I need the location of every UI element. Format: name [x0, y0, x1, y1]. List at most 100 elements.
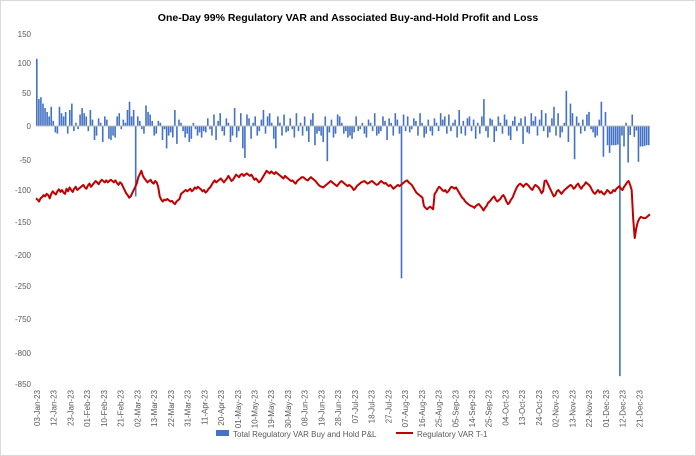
pnl-bar	[110, 126, 112, 141]
pnl-bar	[569, 103, 572, 126]
pnl-bar	[165, 126, 168, 149]
pnl-bar	[396, 119, 399, 126]
pnl-bar	[118, 113, 121, 126]
pnl-bar	[536, 126, 539, 136]
pnl-bar	[54, 126, 57, 133]
pnl-bar	[596, 126, 599, 136]
pnl-bar	[343, 126, 345, 134]
x-tick-label: 25-Aug-23	[435, 389, 444, 427]
pnl-bar	[299, 122, 302, 126]
pnl-bar	[415, 120, 417, 126]
pnl-bar	[266, 116, 269, 126]
pnl-bar	[303, 116, 306, 126]
pnl-bar	[97, 118, 100, 126]
x-tick-label: 23-Jan-23	[67, 389, 76, 426]
pnl-bar	[404, 126, 407, 132]
pnl-bar	[68, 110, 71, 126]
pnl-bar	[384, 120, 386, 126]
pnl-bar	[643, 126, 646, 146]
x-tick-label: 02-Mar-23	[133, 389, 142, 426]
pnl-bar	[365, 126, 368, 138]
pnl-bar	[264, 126, 267, 134]
pnl-bar	[242, 126, 244, 149]
pnl-bar	[371, 126, 374, 132]
x-tick-label: 10-Feb-23	[100, 389, 109, 426]
pnl-bar	[244, 126, 246, 158]
pnl-bar	[606, 126, 609, 146]
pnl-bar	[511, 120, 514, 126]
x-tick-label: 13-Oct-23	[518, 389, 527, 425]
pnl-bar	[60, 113, 63, 126]
x-tick-label: 31-Mar-23	[184, 389, 193, 426]
pnl-bar	[542, 126, 545, 132]
pnl-bar	[464, 126, 467, 136]
pnl-bar	[507, 126, 510, 136]
pnl-bar	[147, 111, 149, 126]
x-tick-label: 19-Jun-23	[317, 389, 326, 426]
pnl-bar	[281, 126, 283, 136]
pnl-bar	[225, 118, 228, 126]
pnl-bar	[116, 116, 118, 126]
pnl-bar	[514, 116, 516, 126]
pnl-bar	[134, 126, 137, 197]
pnl-bar	[44, 108, 46, 126]
pnl-bar	[528, 126, 531, 134]
pnl-bar	[612, 126, 615, 146]
pnl-bar	[85, 116, 88, 126]
pnl-bar	[621, 126, 623, 136]
pnl-bar	[287, 126, 289, 132]
pnl-bar	[48, 116, 50, 126]
pnl-bar	[223, 126, 226, 136]
pnl-bar	[42, 103, 44, 126]
pnl-bar	[375, 126, 378, 136]
pnl-bar	[608, 126, 611, 153]
pnl-bar	[487, 126, 489, 138]
x-tick-label: 21-Feb-23	[117, 389, 126, 426]
pnl-bar	[522, 126, 524, 144]
pnl-bar	[310, 119, 312, 126]
pnl-bar	[443, 116, 446, 126]
pnl-bar	[192, 122, 195, 126]
pnl-bar	[586, 114, 588, 126]
pnl-bar	[159, 122, 162, 126]
pnl-bar	[390, 122, 392, 126]
pnl-bar	[470, 126, 473, 132]
pnl-bar	[546, 126, 549, 138]
pnl-bar	[369, 122, 372, 126]
pnl-bar	[229, 126, 232, 142]
x-tick-label: 02-Nov-23	[552, 389, 561, 427]
pnl-bar	[71, 103, 73, 126]
pnl-bar	[489, 118, 491, 126]
pnl-bar	[518, 122, 520, 126]
pnl-bar	[141, 126, 143, 130]
pnl-bar	[163, 126, 166, 130]
pnl-bar	[567, 126, 570, 142]
pnl-bar	[237, 126, 240, 132]
pnl-bar	[122, 119, 125, 126]
pnl-bar	[423, 126, 425, 138]
pnl-bar	[561, 126, 564, 133]
pnl-bar	[617, 126, 619, 145]
pnl-bar	[524, 116, 526, 126]
pnl-bar	[305, 126, 308, 132]
pnl-bar	[557, 113, 559, 126]
pnl-bar	[322, 126, 325, 142]
y-axis: 150 100 50 0 -50 -100 -150 -200 -250 -750 -800 -850	[15, 30, 32, 389]
pnl-bar	[458, 110, 460, 126]
x-tick-label: 28-Jun-23	[334, 389, 343, 426]
pnl-bar	[194, 126, 197, 130]
pnl-bar	[93, 126, 96, 141]
pnl-bar	[151, 120, 153, 126]
pnl-bar	[169, 126, 172, 133]
pnl-bar	[124, 122, 127, 126]
pnl-bar	[246, 114, 248, 126]
pnl-bar	[573, 126, 576, 160]
pnl-bar	[62, 116, 65, 126]
pnl-bar	[478, 126, 481, 134]
x-tick-label: 19-May-23	[267, 389, 276, 428]
pnl-bar	[336, 114, 339, 126]
pnl-bar	[353, 126, 355, 133]
pnl-bar	[221, 126, 224, 132]
pnl-bar	[101, 126, 104, 142]
